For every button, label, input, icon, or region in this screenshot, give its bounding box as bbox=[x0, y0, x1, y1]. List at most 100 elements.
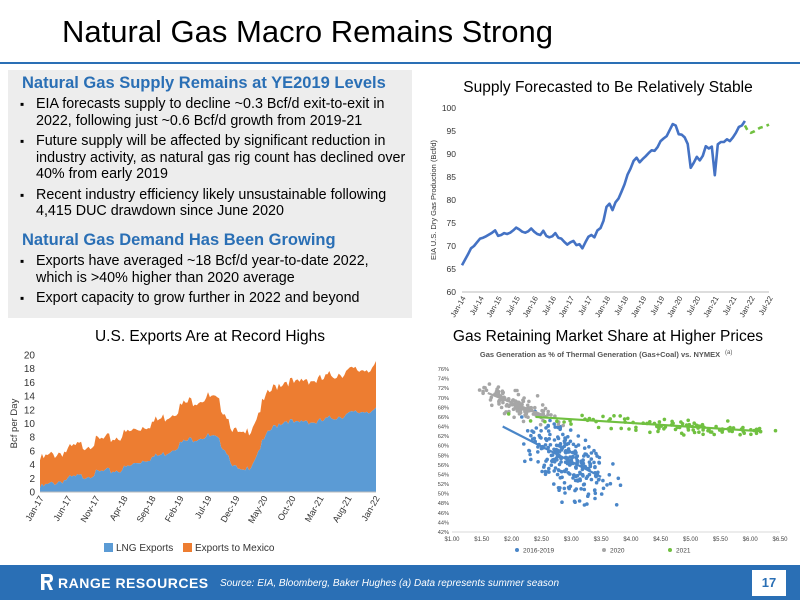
share-point-0 bbox=[552, 422, 556, 426]
share-point-2 bbox=[730, 429, 734, 434]
share-point-0 bbox=[552, 438, 557, 442]
share-point-0 bbox=[534, 426, 539, 430]
title-rule bbox=[0, 62, 800, 64]
share-point-1 bbox=[496, 385, 501, 389]
share-point-0 bbox=[558, 425, 563, 429]
share-chart-superscript: (a) bbox=[725, 350, 732, 356]
share-point-0 bbox=[559, 445, 563, 449]
share-point-0 bbox=[523, 459, 527, 464]
share-point-2 bbox=[555, 419, 559, 423]
demand-bullets: Exports have averaged ~18 Bcf/d year-to-… bbox=[16, 253, 408, 311]
supply-x-tick-label: Jan-17 bbox=[557, 295, 576, 319]
share-point-0 bbox=[582, 487, 587, 492]
share-point-0 bbox=[587, 445, 591, 449]
share-point-0 bbox=[556, 436, 561, 441]
share-point-2 bbox=[671, 421, 675, 426]
share-point-2 bbox=[612, 414, 616, 418]
supply-bullet: Future supply will be affected by signif… bbox=[16, 133, 408, 183]
share-point-1 bbox=[497, 399, 501, 404]
share-point-0 bbox=[543, 472, 548, 477]
share-point-1 bbox=[526, 415, 530, 419]
share-point-1 bbox=[506, 397, 511, 401]
supply-x-tick-label: Jan-21 bbox=[701, 295, 720, 319]
share-point-0 bbox=[581, 461, 586, 466]
share-y-tick-label: 56% bbox=[438, 463, 449, 469]
company-logo-text: RANGE RESOURCES bbox=[58, 575, 209, 591]
share-point-0 bbox=[560, 475, 564, 480]
exports-y-tick-label: 14 bbox=[24, 392, 36, 403]
share-point-0 bbox=[568, 455, 572, 459]
supply-heading: Natural Gas Supply Remains at YE2019 Lev… bbox=[22, 74, 386, 92]
supply-y-axis-label: EIA U.S. Dry Gas Production (Bcf/d) bbox=[429, 139, 438, 260]
share-point-0 bbox=[575, 478, 580, 482]
share-point-0 bbox=[566, 485, 571, 490]
share-point-2 bbox=[569, 422, 573, 426]
share-point-0 bbox=[548, 418, 552, 423]
share-point-0 bbox=[589, 451, 594, 455]
share-legend-label: 2020 bbox=[610, 548, 625, 555]
demand-bullet: Export capacity to grow further in 2022 … bbox=[16, 290, 408, 307]
share-point-0 bbox=[566, 471, 571, 475]
share-point-0 bbox=[581, 474, 585, 478]
share-point-0 bbox=[566, 435, 570, 439]
share-point-0 bbox=[587, 460, 592, 464]
share-point-0 bbox=[593, 491, 598, 496]
supply-y-tick-label: 95 bbox=[447, 126, 457, 136]
share-point-0 bbox=[572, 499, 577, 504]
exports-x-tick-label: Apr-18 bbox=[108, 494, 130, 522]
supply-bullet: EIA forecasts supply to decline ~0.3 Bcf… bbox=[16, 96, 408, 129]
exports-y-tick-label: 16 bbox=[24, 378, 36, 389]
share-point-0 bbox=[563, 460, 568, 464]
share-point-2 bbox=[648, 430, 652, 435]
share-point-2 bbox=[741, 425, 745, 430]
share-point-2 bbox=[754, 431, 759, 436]
share-point-0 bbox=[530, 437, 535, 441]
share-point-0 bbox=[562, 486, 567, 491]
share-point-0 bbox=[548, 432, 552, 437]
supply-y-tick-label: 60 bbox=[447, 287, 457, 297]
exports-x-tick-label: Jun-17 bbox=[51, 494, 73, 523]
share-point-0 bbox=[566, 441, 571, 446]
share-point-0 bbox=[583, 438, 588, 443]
legend-lng-swatch bbox=[104, 543, 113, 552]
share-y-tick-label: 58% bbox=[438, 453, 449, 459]
share-point-2 bbox=[701, 428, 705, 432]
share-point-0 bbox=[562, 481, 567, 485]
share-point-2 bbox=[506, 412, 511, 416]
exports-chart: 0 2 4 6 8 10 12 14 16 18 20 Jan-17 Jun-17 Nov-17 Apr-1… bbox=[9, 351, 382, 555]
share-point-0 bbox=[605, 483, 609, 487]
share-point-0 bbox=[528, 452, 532, 457]
share-x-tick-label: $2.50 bbox=[534, 537, 550, 543]
share-point-1 bbox=[535, 394, 540, 398]
exports-y-tick-label: 10 bbox=[24, 419, 36, 430]
share-point-0 bbox=[546, 470, 550, 474]
share-legend-marker bbox=[515, 548, 519, 552]
share-point-1 bbox=[533, 405, 537, 410]
share-chart: Gas Generation as % of Thermal Generatio… bbox=[438, 350, 788, 555]
share-point-0 bbox=[543, 469, 548, 474]
share-x-tick-label: $3.50 bbox=[594, 537, 610, 543]
share-point-0 bbox=[589, 457, 594, 461]
share-point-2 bbox=[528, 419, 533, 423]
supply-x-tick-label: Jan-16 bbox=[521, 295, 540, 319]
share-x-tick-label: $4.50 bbox=[653, 537, 669, 543]
exports-y-tick-label: 6 bbox=[29, 446, 35, 457]
supply-forecast-line bbox=[743, 123, 770, 135]
share-point-2 bbox=[679, 420, 683, 424]
share-point-0 bbox=[552, 447, 556, 452]
share-point-0 bbox=[588, 464, 593, 469]
share-point-1 bbox=[508, 403, 513, 407]
share-point-0 bbox=[601, 486, 606, 491]
exports-x-tick-label: Feb-19 bbox=[163, 494, 186, 524]
share-point-2 bbox=[562, 420, 566, 424]
share-point-1 bbox=[511, 407, 516, 412]
supply-y-tick-label: 80 bbox=[447, 195, 457, 205]
share-y-tick-label: 46% bbox=[438, 511, 449, 517]
supply-x-tick-label: Jul-22 bbox=[757, 295, 775, 317]
share-point-2 bbox=[726, 419, 730, 423]
share-point-0 bbox=[587, 472, 592, 477]
share-point-1 bbox=[499, 405, 504, 410]
share-y-tick-label: 72% bbox=[438, 386, 449, 392]
share-point-2 bbox=[619, 426, 623, 431]
supply-x-tick-label: Jul-17 bbox=[576, 295, 594, 317]
